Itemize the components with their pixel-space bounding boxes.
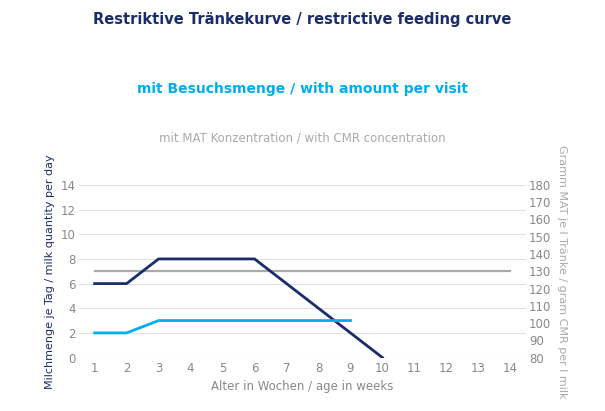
Text: mit MAT Konzentration / with CMR concentration: mit MAT Konzentration / with CMR concent… <box>159 132 446 145</box>
Text: mit Besuchsmenge / with amount per visit: mit Besuchsmenge / with amount per visit <box>137 82 468 96</box>
X-axis label: Alter in Wochen / age in weeks: Alter in Wochen / age in weeks <box>211 380 394 393</box>
Y-axis label: Milchmenge je Tag / milk quantity per day: Milchmenge je Tag / milk quantity per da… <box>45 154 55 388</box>
Y-axis label: Gramm MAT je l Tränke / gram CMR per l milk: Gramm MAT je l Tränke / gram CMR per l m… <box>557 145 567 398</box>
Text: Restriktive Tränkekurve / restrictive feeding curve: Restriktive Tränkekurve / restrictive fe… <box>93 12 512 27</box>
